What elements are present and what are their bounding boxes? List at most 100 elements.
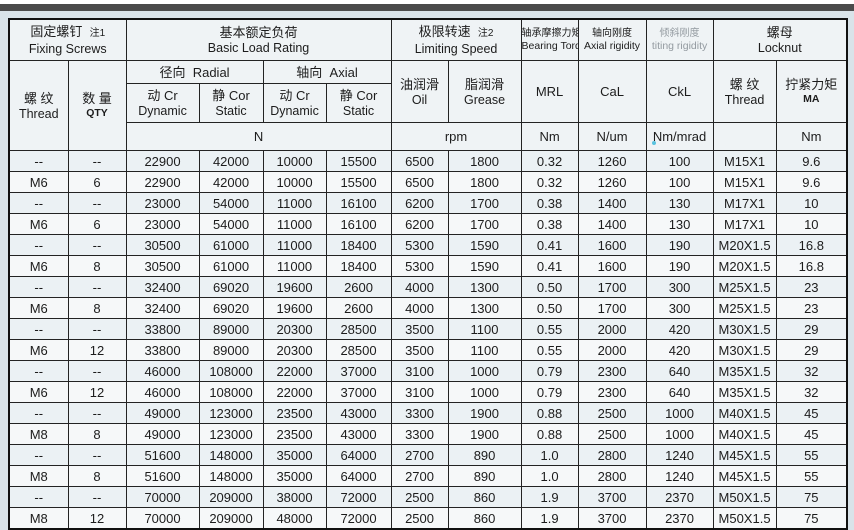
unit-cal: N/um: [577, 122, 647, 151]
cell-cor-radial: 89000: [198, 318, 264, 340]
cell-ckl: 300: [645, 297, 714, 319]
cell-ma: 45: [775, 402, 848, 424]
unit-speed: rpm: [390, 122, 522, 151]
cell-cor-radial: 42000: [198, 150, 264, 172]
cell-thread: --: [8, 318, 69, 340]
cell-mrl: 0.32: [520, 171, 579, 193]
table-row: M6 6 23000 54000 11000 16100 6200 1700 0.38 1400 1…: [8, 213, 848, 235]
table-row: -- -- 23000 54000 11000 16100 6200 1700 0.38 1400…: [8, 192, 848, 214]
col-locknut-thread-en: Thread: [724, 92, 765, 107]
cell-cor-radial: 69020: [198, 276, 264, 298]
col-axial-dynamic-en: Dynamic: [270, 104, 319, 118]
cell-cor-radial: 54000: [198, 192, 264, 214]
col-locknut-thread-zh: 螺 纹: [729, 76, 760, 92]
cell-ma: 32: [775, 360, 848, 382]
cell-cr-radial: 22900: [125, 150, 200, 172]
cell-oil: 3300: [390, 402, 449, 424]
cell-mrl: 0.88: [520, 423, 579, 445]
cell-cr-radial: 33800: [125, 318, 200, 340]
cell-grease: 1800: [447, 150, 522, 172]
cell-locknut-thread: M40X1.5: [712, 402, 777, 424]
cell-cr-axial: 11000: [262, 192, 327, 214]
cell-cr-radial: 46000: [125, 360, 200, 382]
unit-ma: Nm: [775, 122, 848, 151]
cell-grease: 1900: [447, 423, 522, 445]
cell-ma: 45: [775, 423, 848, 445]
cell-cor-axial: 2600: [325, 276, 392, 298]
cell-cal: 1700: [577, 276, 647, 298]
cell-oil: 4000: [390, 276, 449, 298]
col-qty-zh: 数 量: [82, 91, 112, 106]
cell-ma: 32: [775, 381, 848, 403]
col-header-radial: 径向 Radial: [125, 60, 264, 84]
cell-thread: M6: [8, 339, 69, 361]
group-tilting-rigidity-en: titing rigidity: [651, 40, 708, 52]
col-thread-en: Thread: [18, 106, 59, 121]
cell-thread: --: [8, 486, 69, 508]
col-axial-en: Axial: [329, 65, 358, 80]
cell-cor-axial: 43000: [325, 402, 392, 424]
cell-qty: 6: [67, 171, 127, 193]
cell-cor-axial: 2600: [325, 297, 392, 319]
cell-qty: 12: [67, 507, 127, 530]
cell-mrl: 1.9: [520, 486, 579, 508]
cell-mrl: 1.0: [520, 444, 579, 466]
cell-cal: 1400: [577, 213, 647, 235]
group-speed-zh: 极限转速: [418, 24, 471, 39]
cell-cor-axial: 72000: [325, 507, 392, 530]
cell-ckl: 420: [645, 318, 714, 340]
col-ckl-label: CkL: [667, 83, 692, 99]
cell-cal: 1400: [577, 192, 647, 214]
cell-grease: 1300: [447, 276, 522, 298]
cell-cal: 2300: [577, 381, 647, 403]
cell-thread: --: [8, 402, 69, 424]
cell-qty: --: [67, 234, 127, 256]
cell-locknut-thread: M40X1.5: [712, 423, 777, 445]
cell-cor-axial: 18400: [325, 234, 392, 256]
cell-cr-axial: 38000: [262, 486, 327, 508]
cell-oil: 2700: [390, 465, 449, 487]
cell-mrl: 0.50: [520, 297, 579, 319]
cell-grease: 860: [447, 507, 522, 530]
col-mrl-label: MRL: [535, 83, 564, 99]
cell-qty: 8: [67, 423, 127, 445]
cell-qty: --: [67, 360, 127, 382]
col-header-radial-dynamic: 动 Cr Dynamic: [125, 83, 200, 123]
cell-oil: 3100: [390, 360, 449, 382]
cell-locknut-thread: M30X1.5: [712, 318, 777, 340]
cell-ckl: 1240: [645, 444, 714, 466]
cell-ma: 23: [775, 297, 848, 319]
table-row: M8 12 70000 209000 48000 72000 2500 860 1.9 3700 2…: [8, 507, 848, 530]
cell-cor-radial: 148000: [198, 444, 264, 466]
cell-oil: 3300: [390, 423, 449, 445]
cell-qty: 8: [67, 255, 127, 277]
cell-oil: 6500: [390, 150, 449, 172]
col-thread-zh: 螺 纹: [23, 90, 54, 106]
cell-locknut-thread: M17X1: [712, 213, 777, 235]
cell-mrl: 0.55: [520, 339, 579, 361]
cell-thread: --: [8, 150, 69, 172]
cell-thread: M8: [8, 423, 69, 445]
cell-cr-axial: 35000: [262, 465, 327, 487]
cell-thread: M6: [8, 171, 69, 193]
cell-grease: 1000: [447, 360, 522, 382]
cell-qty: --: [67, 318, 127, 340]
cell-cor-radial: 123000: [198, 423, 264, 445]
cell-locknut-thread: M15X1: [712, 171, 777, 193]
table-row: M6 6 22900 42000 10000 15500 6500 1800 0.32 1260 1…: [8, 171, 848, 193]
cell-cr-radial: 33800: [125, 339, 200, 361]
group-fixing-note: 注1: [89, 28, 106, 39]
cell-cal: 1260: [577, 171, 647, 193]
col-header-ma: 拧紧力矩 MA: [775, 60, 848, 123]
cell-grease: 860: [447, 486, 522, 508]
cell-cor-radial: 61000: [198, 255, 264, 277]
cell-cal: 1700: [577, 297, 647, 319]
unit-load: N: [125, 122, 392, 151]
scan-edge-bar: [0, 4, 854, 11]
unit-mrl: Nm: [520, 122, 579, 151]
cell-cr-radial: 51600: [125, 444, 200, 466]
cell-qty: --: [67, 192, 127, 214]
cell-mrl: 0.79: [520, 381, 579, 403]
cell-locknut-thread: M20X1.5: [712, 255, 777, 277]
cell-cr-axial: 19600: [262, 297, 327, 319]
